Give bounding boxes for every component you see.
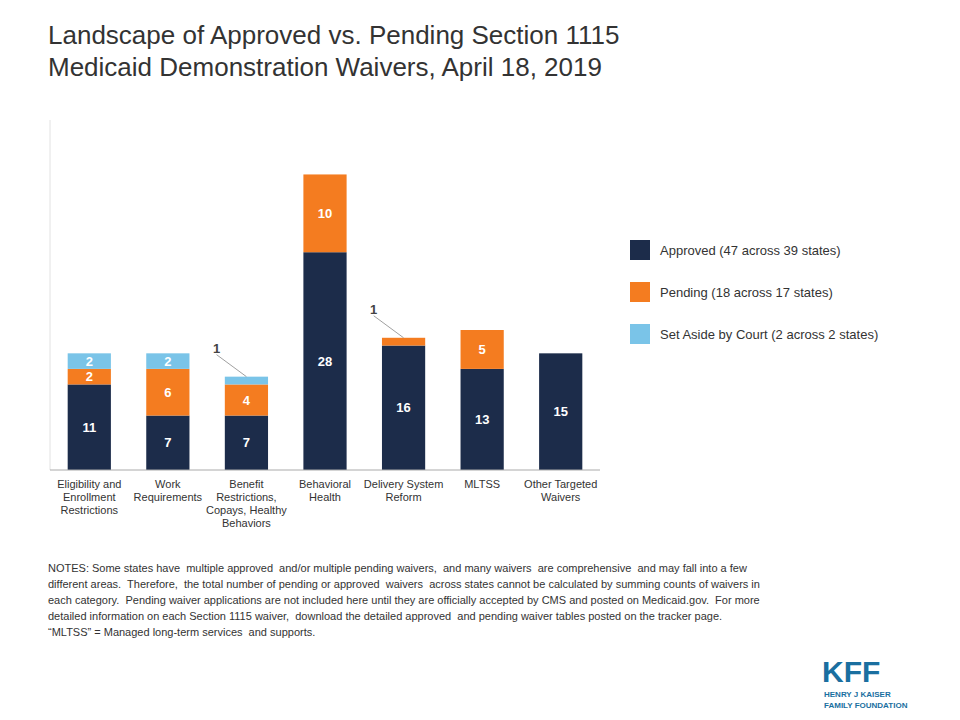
logo-text: HENRY J KAISER (824, 690, 891, 699)
x-tick-label-line: Delivery System (364, 478, 443, 490)
data-labels: 1177281613152641015221 (82, 206, 568, 450)
y-axis-line (50, 120, 51, 470)
x-tick-label-line: Work (155, 478, 181, 490)
bar-segment (146, 353, 189, 369)
x-tick-label: WorkRequirements (134, 478, 203, 503)
data-label: 1 (370, 302, 377, 317)
legend-label: Set Aside by Court (2 across 2 states) (660, 327, 878, 342)
x-tick-label-line: Restrictions, (216, 491, 277, 503)
x-tick-label-line: MLTSS (464, 478, 500, 490)
x-tick-label-line: Copays, Healthy (206, 504, 287, 516)
leader-line (217, 355, 247, 377)
bar-segment (303, 252, 346, 470)
bar-segment (68, 353, 111, 369)
data-label: 6 (164, 385, 171, 400)
data-label: 11 (82, 420, 96, 435)
x-tick-label: Eligibility andEnrollmentRestrictions (57, 478, 121, 516)
data-label: 7 (164, 435, 171, 450)
bar-segment (461, 369, 504, 470)
legend-swatch (630, 240, 650, 260)
notes-line: different areas. Therefore, the total nu… (48, 578, 760, 590)
x-tick-label-line: Benefit (229, 478, 263, 490)
x-tick-label-line: Requirements (134, 491, 203, 503)
logo-text: KFF (822, 655, 880, 688)
data-label: 5 (479, 342, 486, 357)
x-tick-label: Other TargetedWaivers (524, 478, 597, 503)
bar-segment (461, 330, 504, 369)
bar-segment (382, 346, 425, 470)
legend: Approved (47 across 39 states) Pending (1… (630, 240, 878, 344)
x-axis-line (50, 470, 600, 471)
bar-segment (539, 353, 582, 470)
bar-segment (539, 353, 582, 354)
bars (68, 174, 583, 470)
legend-swatch (630, 282, 650, 302)
data-label: 2 (164, 354, 171, 369)
x-tick-label-line: Reform (386, 491, 422, 503)
x-tick-label-line: Other Targeted (524, 478, 597, 490)
bar-segment (68, 384, 111, 470)
data-label: 10 (318, 206, 332, 221)
x-tick-label: MLTSS (464, 478, 500, 490)
data-label: 2 (86, 354, 93, 369)
data-label: 1 (213, 341, 220, 356)
legend-swatch (630, 324, 650, 344)
logo-text: FAMILY FOUNDATION (824, 701, 908, 710)
title-line: Landscape of Approved vs. Pending Sectio… (48, 20, 619, 50)
notes: NOTES: Some states have multiple approve… (48, 562, 760, 638)
leader-line (374, 316, 404, 338)
bar-segment (461, 330, 504, 331)
bar-segment (303, 174, 346, 175)
legend-label: Approved (47 across 39 states) (660, 243, 841, 258)
data-label: 4 (243, 393, 251, 408)
bar-segment (68, 369, 111, 385)
bar-segment (146, 416, 189, 470)
legend-label: Pending (18 across 17 states) (660, 285, 833, 300)
notes-line: detailed information on each Section 111… (48, 610, 722, 622)
x-tick-label-line: Waivers (541, 491, 581, 503)
bar-segment (539, 353, 582, 354)
x-tick-label-line: Health (309, 491, 341, 503)
x-tick-label: Delivery SystemReform (364, 478, 443, 503)
chart: Landscape of Approved vs. Pending Sectio… (0, 0, 960, 720)
notes-line: “MLTSS” = Managed long-term services and… (48, 626, 315, 638)
bar-segment (146, 369, 189, 416)
data-label: 15 (553, 404, 567, 419)
x-tick-label: BehavioralHealth (299, 478, 351, 503)
x-tick-label-line: Behaviors (222, 517, 271, 529)
data-label: 28 (318, 354, 332, 369)
x-tick-label-line: Behavioral (299, 478, 351, 490)
bar-segment (225, 416, 268, 470)
bar-segment (303, 174, 346, 252)
title-line: Medicaid Demonstration Waivers, April 18… (48, 52, 602, 82)
bar-segment (382, 338, 425, 346)
x-tick-label-line: Restrictions (61, 504, 119, 516)
x-tick-label-line: Eligibility and (57, 478, 121, 490)
bar-segment (225, 384, 268, 415)
x-tick-label: BenefitRestrictions,Copays, HealthyBehav… (206, 478, 287, 529)
x-tick-label-line: Enrollment (63, 491, 116, 503)
title: Landscape of Approved vs. Pending Sectio… (48, 20, 619, 82)
notes-line: each category. Pending waiver applicatio… (48, 594, 760, 606)
data-label: 13 (475, 412, 489, 427)
data-label: 16 (396, 400, 410, 415)
bar-segment (225, 377, 268, 385)
data-label: 7 (243, 435, 250, 450)
notes-line: NOTES: Some states have multiple approve… (48, 562, 747, 574)
data-label: 2 (86, 369, 93, 384)
